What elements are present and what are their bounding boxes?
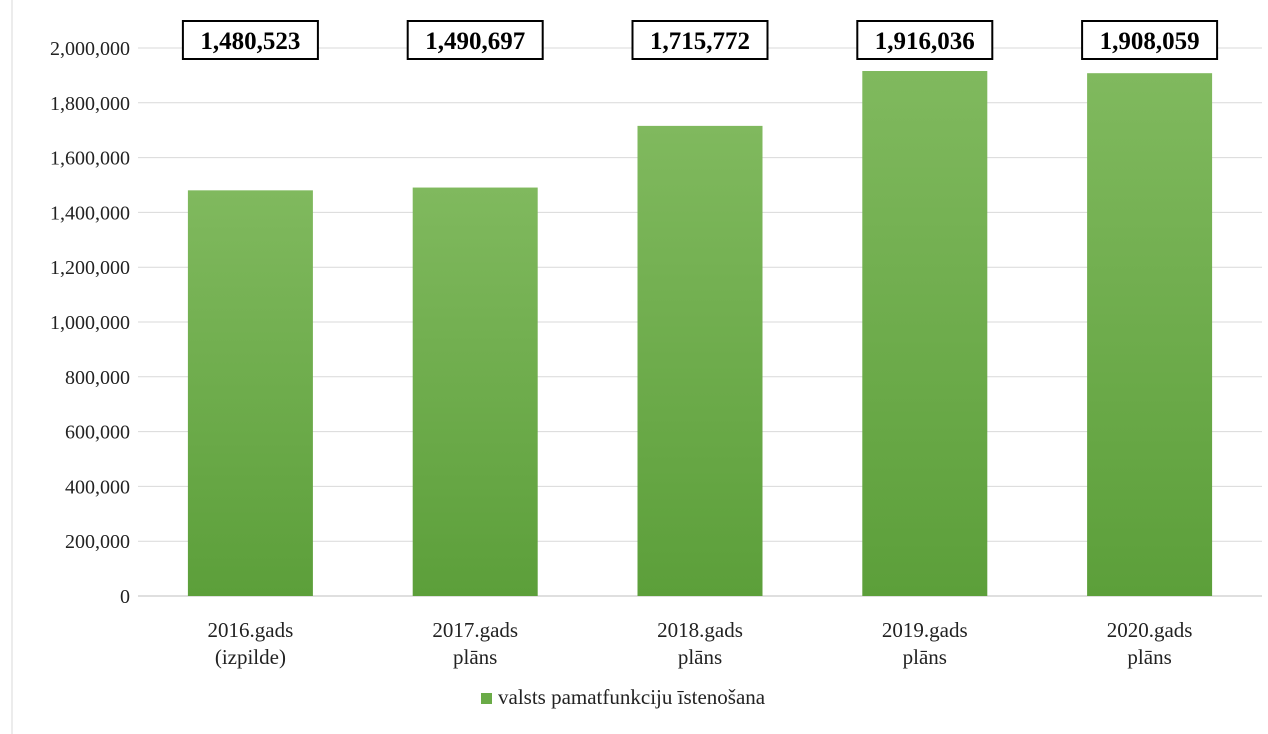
legend: valsts pamatfunkciju īstenošana xyxy=(481,685,766,709)
bar xyxy=(1087,73,1213,596)
data-label-box xyxy=(406,20,544,60)
y-tick-label: 1,200,000 xyxy=(50,257,130,279)
x-tick-label: plāns xyxy=(903,645,947,669)
data-label-box xyxy=(631,20,769,60)
y-tick-label: 1,400,000 xyxy=(50,202,130,224)
legend-swatch xyxy=(481,693,492,704)
data-label: 1,908,059 xyxy=(1100,28,1200,55)
x-tick-label: 2017.gads xyxy=(432,618,518,642)
x-tick-label: (izpilde) xyxy=(215,645,286,669)
x-tick-label: 2016.gads xyxy=(208,618,294,642)
data-label: 1,490,697 xyxy=(425,28,525,55)
y-tick-label: 1,800,000 xyxy=(50,93,130,115)
y-axis: 0 200,000 400,000 600,000 800,000 1,000,000 1,… xyxy=(50,38,130,608)
legend-label: valsts pamatfunkciju īstenošana xyxy=(498,685,766,709)
x-tick-label: plāns xyxy=(453,645,497,669)
data-label-box xyxy=(181,20,319,60)
x-tick-label: plāns xyxy=(1127,645,1171,669)
x-tick-label: plāns xyxy=(678,645,722,669)
y-tick-label: 800,000 xyxy=(65,367,130,389)
bars xyxy=(187,71,1213,597)
y-tick-label: 200,000 xyxy=(65,531,130,553)
x-axis: 2016.gads (izpilde) 2017.gads plāns 2018.gad… xyxy=(208,618,1193,669)
y-tick-label: 0 xyxy=(120,586,130,608)
data-label: 1,916,036 xyxy=(875,28,975,55)
bar xyxy=(412,187,538,597)
bar xyxy=(862,71,988,597)
y-tick-label: 1,600,000 xyxy=(50,148,130,170)
bar xyxy=(187,190,313,596)
x-tick-label: 2020.gads xyxy=(1107,618,1193,642)
x-tick-label: 2019.gads xyxy=(882,618,968,642)
data-labels: 1,480,523 1,490,697 1,715,772 1,916,036 1,90… xyxy=(181,20,1219,60)
data-label: 1,715,772 xyxy=(650,28,750,55)
y-tick-label: 600,000 xyxy=(65,422,130,444)
data-label-box xyxy=(856,20,994,60)
y-tick-label: 2,000,000 xyxy=(50,38,130,60)
data-label-box xyxy=(1081,20,1219,60)
x-tick-label: 2018.gads xyxy=(657,618,743,642)
y-tick-label: 1,000,000 xyxy=(50,312,130,334)
bar xyxy=(637,125,763,596)
data-label: 1,480,523 xyxy=(200,28,300,55)
y-tick-label: 400,000 xyxy=(65,476,130,498)
